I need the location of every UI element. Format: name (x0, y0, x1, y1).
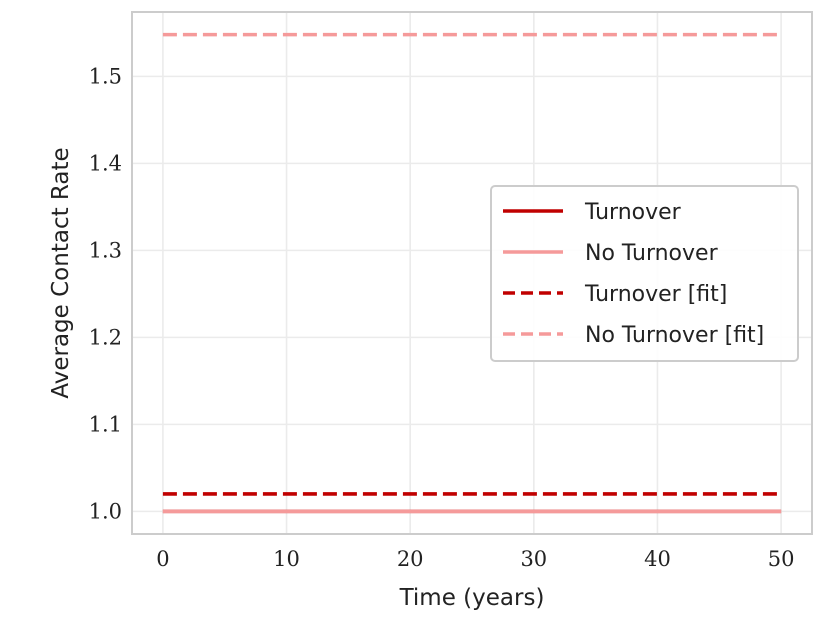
legend-label: No Turnover [fit] (585, 323, 764, 348)
legend-label: No Turnover (585, 241, 719, 266)
x-tick-label: 0 (156, 547, 169, 571)
x-tick-label: 10 (273, 547, 300, 571)
y-tick-label: 1.0 (89, 499, 122, 523)
x-tick-label: 30 (520, 547, 547, 571)
x-tick-label: 20 (397, 547, 424, 571)
y-tick-label: 1.2 (89, 325, 122, 349)
x-axis-title: Time (years) (399, 585, 545, 611)
legend-label: Turnover [fit] (584, 282, 727, 307)
y-tick-label: 1.1 (89, 412, 122, 436)
y-axis-title: Average Contact Rate (48, 147, 74, 398)
y-tick-label: 1.5 (89, 64, 122, 88)
x-tick-label: 40 (644, 547, 671, 571)
x-tick-label: 50 (768, 547, 795, 571)
legend: Turnover No Turnover Turnover [fit] No Turn… (490, 185, 799, 362)
legend-box (490, 185, 799, 362)
y-tick-label: 1.4 (89, 151, 122, 175)
y-tick-label: 1.3 (89, 238, 122, 262)
series-lines (162, 32, 782, 514)
plot-frame (131, 11, 813, 535)
tick-labels: 0 10 20 30 40 50 1.0 1.1 1.2 1.3 1.4 1.5 (89, 64, 795, 571)
legend-label: Turnover (584, 200, 682, 225)
